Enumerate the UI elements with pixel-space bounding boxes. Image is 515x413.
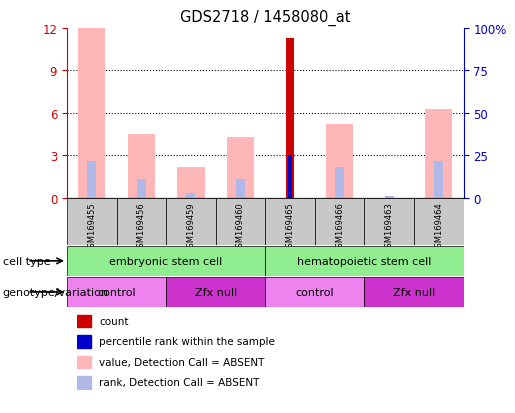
Bar <box>425 109 452 198</box>
Bar <box>216 198 265 246</box>
Text: Zfx null: Zfx null <box>393 287 435 297</box>
Bar <box>414 198 464 246</box>
Text: control: control <box>97 287 136 297</box>
Title: GDS2718 / 1458080_at: GDS2718 / 1458080_at <box>180 10 351 26</box>
Bar <box>434 161 443 198</box>
Bar <box>166 198 216 246</box>
Text: cell type: cell type <box>3 256 50 266</box>
Bar <box>77 315 91 328</box>
Bar <box>326 125 353 198</box>
Bar <box>315 198 365 246</box>
Text: GSM169464: GSM169464 <box>434 202 443 253</box>
Bar <box>265 278 365 307</box>
Text: GSM169456: GSM169456 <box>137 202 146 253</box>
Text: GSM169455: GSM169455 <box>87 202 96 252</box>
Bar <box>77 376 91 389</box>
Text: percentile rank within the sample: percentile rank within the sample <box>99 337 275 347</box>
Bar <box>227 138 254 198</box>
Bar <box>265 246 464 276</box>
Bar <box>285 39 295 198</box>
Bar <box>365 278 464 307</box>
Text: GSM169459: GSM169459 <box>186 202 195 252</box>
Text: GSM169465: GSM169465 <box>285 202 295 253</box>
Bar <box>67 198 116 246</box>
Bar <box>128 135 155 198</box>
Text: genotype/variation: genotype/variation <box>3 287 109 297</box>
Text: GSM169466: GSM169466 <box>335 202 344 253</box>
Text: GSM169463: GSM169463 <box>385 202 393 253</box>
Bar <box>385 196 393 198</box>
Bar <box>335 167 344 198</box>
Text: count: count <box>99 316 129 326</box>
Text: value, Detection Call = ABSENT: value, Detection Call = ABSENT <box>99 357 264 367</box>
Bar <box>236 180 245 198</box>
Bar <box>365 198 414 246</box>
Text: control: control <box>296 287 334 297</box>
Bar <box>78 29 106 198</box>
Bar <box>137 180 146 198</box>
Text: GSM169460: GSM169460 <box>236 202 245 253</box>
Bar <box>67 246 265 276</box>
Text: hematopoietic stem cell: hematopoietic stem cell <box>297 256 432 266</box>
Bar <box>166 278 265 307</box>
Text: embryonic stem cell: embryonic stem cell <box>110 256 222 266</box>
Bar <box>87 161 96 198</box>
Text: rank, Detection Call = ABSENT: rank, Detection Call = ABSENT <box>99 377 260 387</box>
Bar <box>186 194 195 198</box>
Bar <box>287 156 293 198</box>
Bar <box>177 167 204 198</box>
Text: Zfx null: Zfx null <box>195 287 237 297</box>
Bar <box>116 198 166 246</box>
Bar <box>67 278 166 307</box>
Bar <box>265 198 315 246</box>
Bar <box>77 356 91 368</box>
Bar <box>77 335 91 348</box>
